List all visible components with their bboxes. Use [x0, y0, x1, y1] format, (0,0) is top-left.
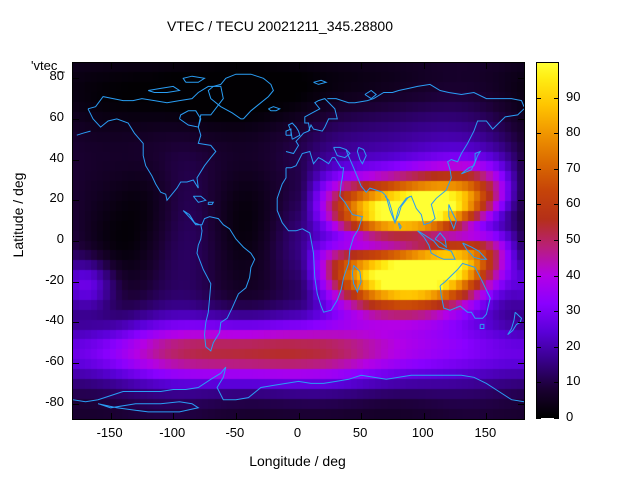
x-axis-tick: [110, 63, 112, 69]
y-axis-tick-label: -80: [45, 393, 64, 409]
y-axis-tick-label: -60: [45, 353, 64, 369]
colorbar-tick-label: 40: [566, 266, 581, 282]
stray-series-label: 'vtec_: [31, 58, 65, 73]
x-axis-tick: [298, 63, 300, 69]
y-axis-tick-label: 40: [49, 149, 64, 165]
x-axis-tick-label: 0: [293, 425, 302, 440]
colorbar-tick: [536, 418, 541, 419]
x-axis-tick-label: 100: [411, 425, 434, 440]
colorbar-tick: [536, 275, 541, 277]
x-axis-tick: [235, 63, 237, 69]
y-axis-tick: [73, 200, 79, 202]
y-axis-tick: [518, 281, 524, 283]
x-axis-tick: [235, 413, 237, 419]
y-axis-tick: [518, 118, 524, 120]
colorbar-tick: [554, 275, 559, 277]
x-axis-tick-label: -50: [225, 425, 245, 440]
y-axis-tick: [73, 363, 79, 365]
y-axis-tick: [73, 281, 79, 283]
colorbar-tick: [554, 133, 559, 135]
colorbar[interactable]: [536, 62, 559, 419]
y-axis-tick: [73, 322, 79, 324]
colorbar-tick: [536, 168, 541, 170]
y-axis-tick: [518, 363, 524, 365]
colorbar-tick: [554, 346, 559, 348]
x-axis-tick: [361, 63, 363, 69]
x-axis-tick: [423, 413, 425, 419]
colorbar-tick-label: 70: [566, 159, 581, 175]
x-axis-tick-label: 50: [352, 425, 368, 440]
colorbar-tick-label: 20: [566, 337, 581, 353]
y-axis-tick: [518, 322, 524, 324]
page-title: VTEC / TECU 20021211_345.28800: [167, 18, 393, 34]
x-axis-tick: [173, 63, 175, 69]
colorbar-tick: [536, 133, 541, 135]
y-axis-tick-label: 0: [56, 231, 64, 246]
y-axis-tick: [73, 241, 79, 242]
colorbar-tick: [554, 382, 559, 384]
y-axis-tick: [73, 403, 79, 405]
y-axis-tick: [518, 200, 524, 202]
x-axis-tick: [361, 413, 363, 419]
colorbar-tick: [554, 204, 559, 206]
colorbar-tick: [536, 311, 541, 313]
colorbar-tick-label: 50: [566, 231, 581, 246]
colorbar-tick: [536, 382, 541, 384]
colorbar-tick: [554, 168, 559, 170]
colorbar-tick: [554, 240, 559, 241]
y-axis-tick-label: 20: [49, 190, 64, 206]
y-axis-tick: [518, 403, 524, 405]
y-axis-tick: [518, 159, 524, 161]
x-axis-tick: [486, 413, 488, 419]
colorbar-tick: [554, 418, 559, 419]
y-axis-tick: [518, 78, 524, 80]
colorbar-tick-label: 90: [566, 88, 581, 104]
x-axis-tick-label: -150: [96, 425, 123, 440]
colorbar-tick: [554, 97, 559, 99]
colorbar-tick: [536, 97, 541, 99]
y-axis-tick-label: -40: [45, 312, 64, 328]
colorbar-tick-label: 30: [566, 302, 581, 318]
y-axis-tick: [73, 78, 79, 80]
x-axis-tick-label: -100: [159, 425, 186, 440]
x-axis-tick: [486, 63, 488, 69]
colorbar-tick: [554, 311, 559, 313]
x-axis-tick: [298, 413, 300, 419]
y-axis-tick-label: 80: [49, 68, 64, 84]
colorbar-tick-label: 80: [566, 124, 581, 140]
colorbar-tick: [536, 204, 541, 206]
x-axis-label: Longitude / deg: [249, 453, 346, 469]
x-axis-tick: [110, 413, 112, 419]
colorbar-tick: [536, 346, 541, 348]
y-axis-tick: [73, 159, 79, 161]
x-axis-tick: [173, 413, 175, 419]
colorbar-tick-label: 60: [566, 195, 581, 211]
y-axis-tick-label: 60: [49, 108, 64, 124]
x-axis-tick-label: 150: [474, 425, 497, 440]
y-axis-tick-label: -20: [45, 271, 64, 287]
y-axis-tick: [518, 241, 524, 242]
colorbar-tick-label: 10: [566, 373, 581, 389]
y-axis-tick: [73, 118, 79, 120]
x-axis-tick: [423, 63, 425, 69]
map-plot-area[interactable]: [72, 62, 525, 420]
vtec-heatmap-canvas: [73, 63, 524, 419]
colorbar-tick: [536, 240, 541, 241]
colorbar-tick-label: 0: [566, 409, 574, 424]
